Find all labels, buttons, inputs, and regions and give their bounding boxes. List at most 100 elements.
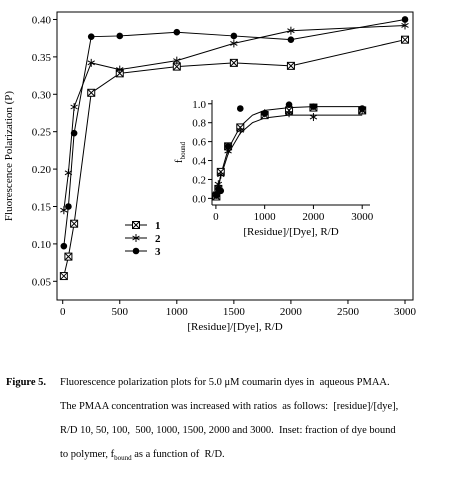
marker-stroke [70,104,78,110]
x-tick-label: 3000 [351,211,374,223]
data-point [310,103,317,110]
caption-text: to polymer, f [60,449,115,460]
y-tick-label: 0.20 [32,164,52,176]
data-point [173,28,181,36]
caption-subscript: bound [114,454,132,463]
data-point [65,203,72,210]
data-point [70,129,78,137]
marker-dot [358,105,366,112]
marker-dot [60,242,68,250]
y-tick-label: 1.0 [192,99,206,111]
marker-dot [213,192,220,199]
plot-frame [56,11,414,301]
fit-curve [215,106,363,199]
data-point [401,16,409,23]
data-point [116,32,124,40]
data-point [60,242,68,250]
x-axis-label: [Residue]/[Dye], R/D [187,321,282,333]
data-point [173,56,181,65]
y-tick-label: 0.35 [32,52,52,64]
data-point [229,58,238,67]
data-point [217,170,225,179]
legend-marker [132,221,140,229]
marker-dot [261,109,268,117]
data-point [236,126,244,135]
marker-stroke [87,60,95,66]
marker-dot [87,33,95,40]
data-point [70,219,79,228]
data-point [116,65,124,74]
data-point [285,109,293,118]
data-point [224,143,232,150]
marker-dot [287,36,295,43]
y-tick-label: 0.6 [192,137,206,149]
marker-cross [287,62,295,70]
data-point [64,252,73,261]
data-point [87,58,95,67]
caption-line: to polymer, fbound as a function of R/D. [60,449,225,462]
data-point [59,272,68,281]
x-tick-label: 1000 [254,211,277,223]
data-point [230,39,238,48]
data-point [401,21,409,30]
y-tick-label: 0.10 [32,239,52,251]
marker-stroke [217,172,225,178]
marker-stroke [401,23,409,28]
marker-stroke [236,127,244,133]
y-tick-label: 0.8 [192,118,206,130]
y-axis-label-main: f [173,159,185,163]
caption-line: The PMAA concentration was increased wit… [60,401,399,412]
x-tick-label: 2000 [280,306,303,318]
caption-label: Figure 5. [6,377,47,388]
marker-dot [236,105,244,112]
x-tick-label: 1500 [223,306,246,318]
x-tick-label: 3000 [394,306,417,318]
y-tick-label: 0.30 [32,89,52,101]
inset-background [172,92,382,249]
marker-stroke [132,235,140,241]
marker-stroke [287,28,295,34]
caption-line: R/D 10, 50, 100, 500, 1000, 1500, 2000 a… [60,425,396,436]
legend-label: 1 [155,220,161,232]
marker-stroke [285,110,293,116]
x-tick-label: 0 [60,306,66,318]
data-point [358,105,366,112]
marker-stroke [309,114,318,120]
x-tick-label: 0 [213,211,219,223]
y-tick-label: 0.4 [192,156,206,168]
y-tick-label: 0.15 [32,201,52,213]
chart: 0.050.100.150.200.250.300.350.400 500 1000… [3,11,417,333]
marker-cross [59,272,68,280]
caption-line: Fluorescence polarization plots for 5.0 … [60,377,390,388]
data-point [217,187,225,195]
marker-cross [230,59,238,67]
marker-stroke [224,148,232,154]
marker-stroke [230,40,238,46]
data-point [87,33,95,40]
marker-dot [116,32,124,40]
x-tick-label: 2500 [337,306,360,318]
y-axis-label: Fluorescence Polarization (P) [3,91,15,221]
data-point [70,103,78,112]
data-point [87,88,96,97]
legend-label: 2 [155,233,161,245]
marker-dot [285,101,293,109]
data-point [287,36,295,43]
marker-stroke [214,181,223,187]
data-point [236,105,244,112]
y-tick-label: 0.2 [192,174,206,186]
marker-cross [64,252,73,261]
data-point [309,113,318,122]
y-tick-label: 0.0 [192,193,206,205]
marker-stroke [173,58,181,64]
marker-dot [173,28,181,36]
x-tick-label: 1000 [166,306,189,318]
data-point [261,109,268,117]
marker-dot [132,247,140,255]
y-tick-label: 0.25 [32,127,52,139]
marker-dot [70,129,78,137]
marker-dot [401,16,409,23]
data-point [287,26,295,35]
marker-dot [230,32,238,40]
